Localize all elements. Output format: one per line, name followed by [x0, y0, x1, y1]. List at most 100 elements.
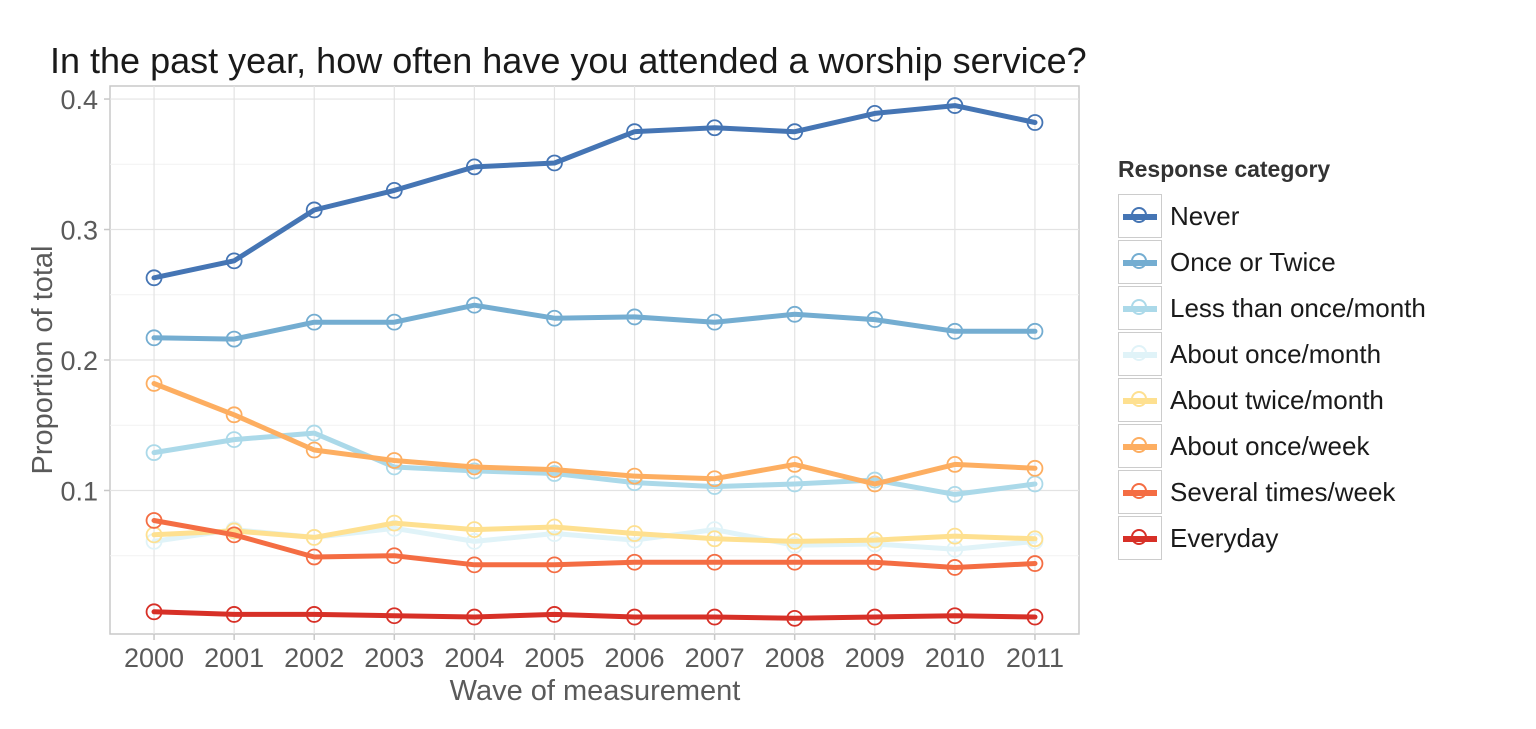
data-point-never — [1026, 114, 1044, 131]
data-point-about-twice-month — [1026, 530, 1044, 548]
x-tick-label: 2003 — [364, 643, 424, 673]
legend-key-marker — [1131, 345, 1147, 361]
legend-item-several-times-week: Several times/week — [1118, 469, 1426, 515]
series-lines — [145, 97, 1044, 627]
data-point-about-twice-month — [465, 521, 483, 539]
data-point-about-once-week — [225, 406, 243, 424]
legend-label: About twice/month — [1170, 384, 1384, 415]
legend-key-marker — [1131, 299, 1147, 315]
series-about-once-week — [145, 375, 1044, 493]
data-point-never — [145, 269, 163, 287]
data-point-once-or-twice — [546, 309, 563, 327]
data-point-never — [706, 119, 724, 137]
data-point-never — [626, 123, 643, 141]
legend-label: Less than once/month — [1170, 292, 1426, 323]
data-point-about-twice-month — [626, 525, 643, 542]
x-tick-label: 2009 — [845, 643, 905, 673]
data-point-never — [786, 123, 804, 141]
series-several-times-week — [145, 512, 1044, 576]
series-never — [145, 97, 1044, 287]
data-point-several-times-week — [465, 556, 483, 574]
data-point-about-once-week — [1026, 459, 1044, 477]
legend-label: Once or Twice — [1170, 246, 1336, 277]
data-point-several-times-week — [305, 548, 323, 566]
data-point-never — [225, 252, 243, 270]
grid-lines — [110, 86, 1079, 634]
legend-label: Several times/week — [1170, 476, 1396, 507]
legend-key-marker — [1131, 529, 1147, 545]
data-point-everyday — [866, 608, 884, 626]
x-axis-label: Wave of measurement — [450, 675, 741, 707]
data-point-once-or-twice — [866, 311, 884, 328]
data-point-about-twice-month — [706, 530, 724, 548]
legend-key-marker — [1131, 483, 1147, 499]
data-point-less-than-once-month — [465, 462, 483, 480]
legend-item-everyday: Everyday — [1118, 515, 1426, 561]
legend-key-marker — [1131, 437, 1147, 453]
data-point-once-or-twice — [305, 313, 323, 331]
data-point-about-once-week — [546, 461, 563, 479]
legend-item-never: Never — [1118, 193, 1426, 239]
data-point-several-times-week — [225, 526, 243, 544]
x-tick-label: 2001 — [204, 643, 264, 673]
data-point-everyday — [465, 608, 483, 626]
data-point-several-times-week — [866, 553, 884, 571]
data-point-about-once-week — [145, 375, 163, 392]
data-point-about-once-week — [385, 452, 403, 469]
axis-ticks: 2000 2001 2002 2003 2004 2005 2006 2007 2008 2009… — [60, 85, 1064, 673]
data-point-about-twice-month — [546, 518, 563, 536]
data-point-less-than-once-month — [546, 465, 563, 482]
data-point-never — [465, 158, 483, 176]
data-point-everyday — [706, 608, 724, 626]
legend-key-everyday — [1118, 516, 1162, 560]
data-point-several-times-week — [626, 553, 643, 571]
legend-key-marker — [1131, 253, 1147, 269]
data-point-about-once-month — [465, 532, 483, 550]
legend: Response category Never Once or Twice Less… — [1118, 156, 1426, 561]
data-point-once-or-twice — [145, 329, 163, 347]
data-point-once-or-twice — [385, 313, 403, 331]
data-point-less-than-once-month — [786, 475, 804, 493]
legend-key-several-times-week — [1118, 470, 1162, 514]
legend-label: About once/week — [1170, 430, 1370, 461]
data-point-about-once-month — [866, 535, 884, 553]
legend-label: Everyday — [1170, 522, 1279, 553]
legend-key-about-twice-month — [1118, 378, 1162, 422]
legend-key-marker — [1131, 207, 1147, 223]
data-point-everyday — [145, 603, 163, 621]
data-point-less-than-once-month — [145, 444, 163, 462]
chart-title: In the past year, how often have you att… — [50, 40, 1087, 81]
data-point-several-times-week — [786, 553, 804, 571]
series-line-once-or-twice — [151, 302, 1038, 342]
data-point-everyday — [305, 606, 323, 623]
x-tick-label: 2008 — [765, 643, 825, 673]
data-point-about-once-month — [786, 536, 804, 554]
legend-label: About once/month — [1170, 338, 1382, 369]
legend-title: Response category — [1118, 156, 1331, 182]
legend-key-never — [1118, 194, 1162, 238]
data-point-never — [546, 154, 563, 172]
data-point-about-twice-month — [946, 527, 964, 545]
data-point-about-once-week — [626, 467, 643, 485]
data-point-several-times-week — [145, 512, 163, 529]
data-point-several-times-week — [1026, 555, 1044, 572]
y-tick-label: 0.1 — [60, 476, 98, 506]
legend-key-once-or-twice — [1118, 240, 1162, 284]
x-tick-label: 2011 — [1006, 643, 1064, 673]
data-point-about-twice-month — [866, 531, 884, 549]
data-point-once-or-twice — [465, 296, 483, 314]
legend-label: Never — [1170, 200, 1240, 231]
x-tick-label: 2004 — [444, 643, 504, 673]
data-point-once-or-twice — [946, 322, 964, 340]
series-line-about-twice-month — [151, 520, 1038, 544]
x-tick-label: 2006 — [605, 643, 665, 673]
y-tick-label: 0.4 — [60, 85, 98, 115]
legend-item-about-once-month: About once/month — [1118, 331, 1426, 377]
data-point-everyday — [385, 607, 403, 625]
data-point-never — [385, 181, 403, 199]
data-point-everyday — [946, 607, 964, 625]
data-point-several-times-week — [946, 559, 964, 576]
data-point-about-once-week — [946, 455, 964, 473]
data-point-everyday — [225, 606, 243, 623]
data-point-never — [305, 201, 323, 219]
